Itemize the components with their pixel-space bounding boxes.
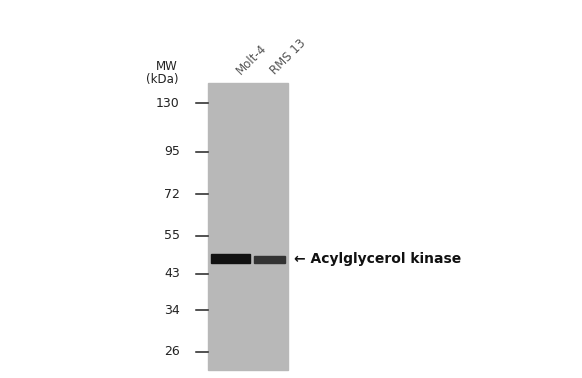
Text: 95: 95 <box>164 145 180 158</box>
Text: 72: 72 <box>164 188 180 201</box>
Text: Molt-4: Molt-4 <box>233 42 269 77</box>
Text: ← Acylglycerol kinase: ← Acylglycerol kinase <box>294 251 461 265</box>
Text: 34: 34 <box>164 304 180 317</box>
Text: RMS 13: RMS 13 <box>268 37 308 77</box>
Bar <box>208 83 288 370</box>
Text: 130: 130 <box>156 97 180 110</box>
Text: 43: 43 <box>164 267 180 280</box>
Text: MW: MW <box>157 60 178 73</box>
Text: (kDa): (kDa) <box>146 73 178 86</box>
Bar <box>211 254 250 263</box>
Text: 26: 26 <box>164 345 180 358</box>
Text: 55: 55 <box>164 229 180 242</box>
Bar <box>254 256 285 263</box>
